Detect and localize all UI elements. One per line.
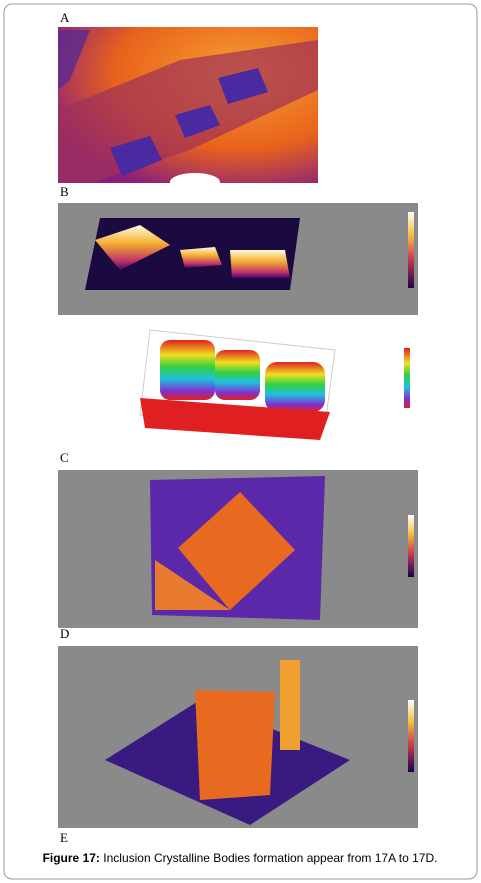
- panel-label: C: [60, 450, 69, 465]
- panel-label: E: [60, 830, 68, 845]
- panel-a-image: [58, 27, 318, 191]
- caption-label: Figure 17:: [43, 851, 100, 865]
- frame: [3, 3, 478, 880]
- panel-label: D: [60, 626, 69, 641]
- panel-label: A: [60, 10, 70, 25]
- caption-text: Inclusion Crystalline Bodies formation a…: [103, 851, 437, 865]
- panel-label: B: [60, 184, 69, 199]
- panel-3d-rainbow-image: [139, 329, 410, 440]
- panel-c-image: [58, 470, 418, 628]
- panel-d-image: [58, 646, 418, 828]
- caption: Figure 17: Inclusion Crystalline Bodies …: [43, 851, 438, 865]
- panel-b-image: [58, 203, 418, 315]
